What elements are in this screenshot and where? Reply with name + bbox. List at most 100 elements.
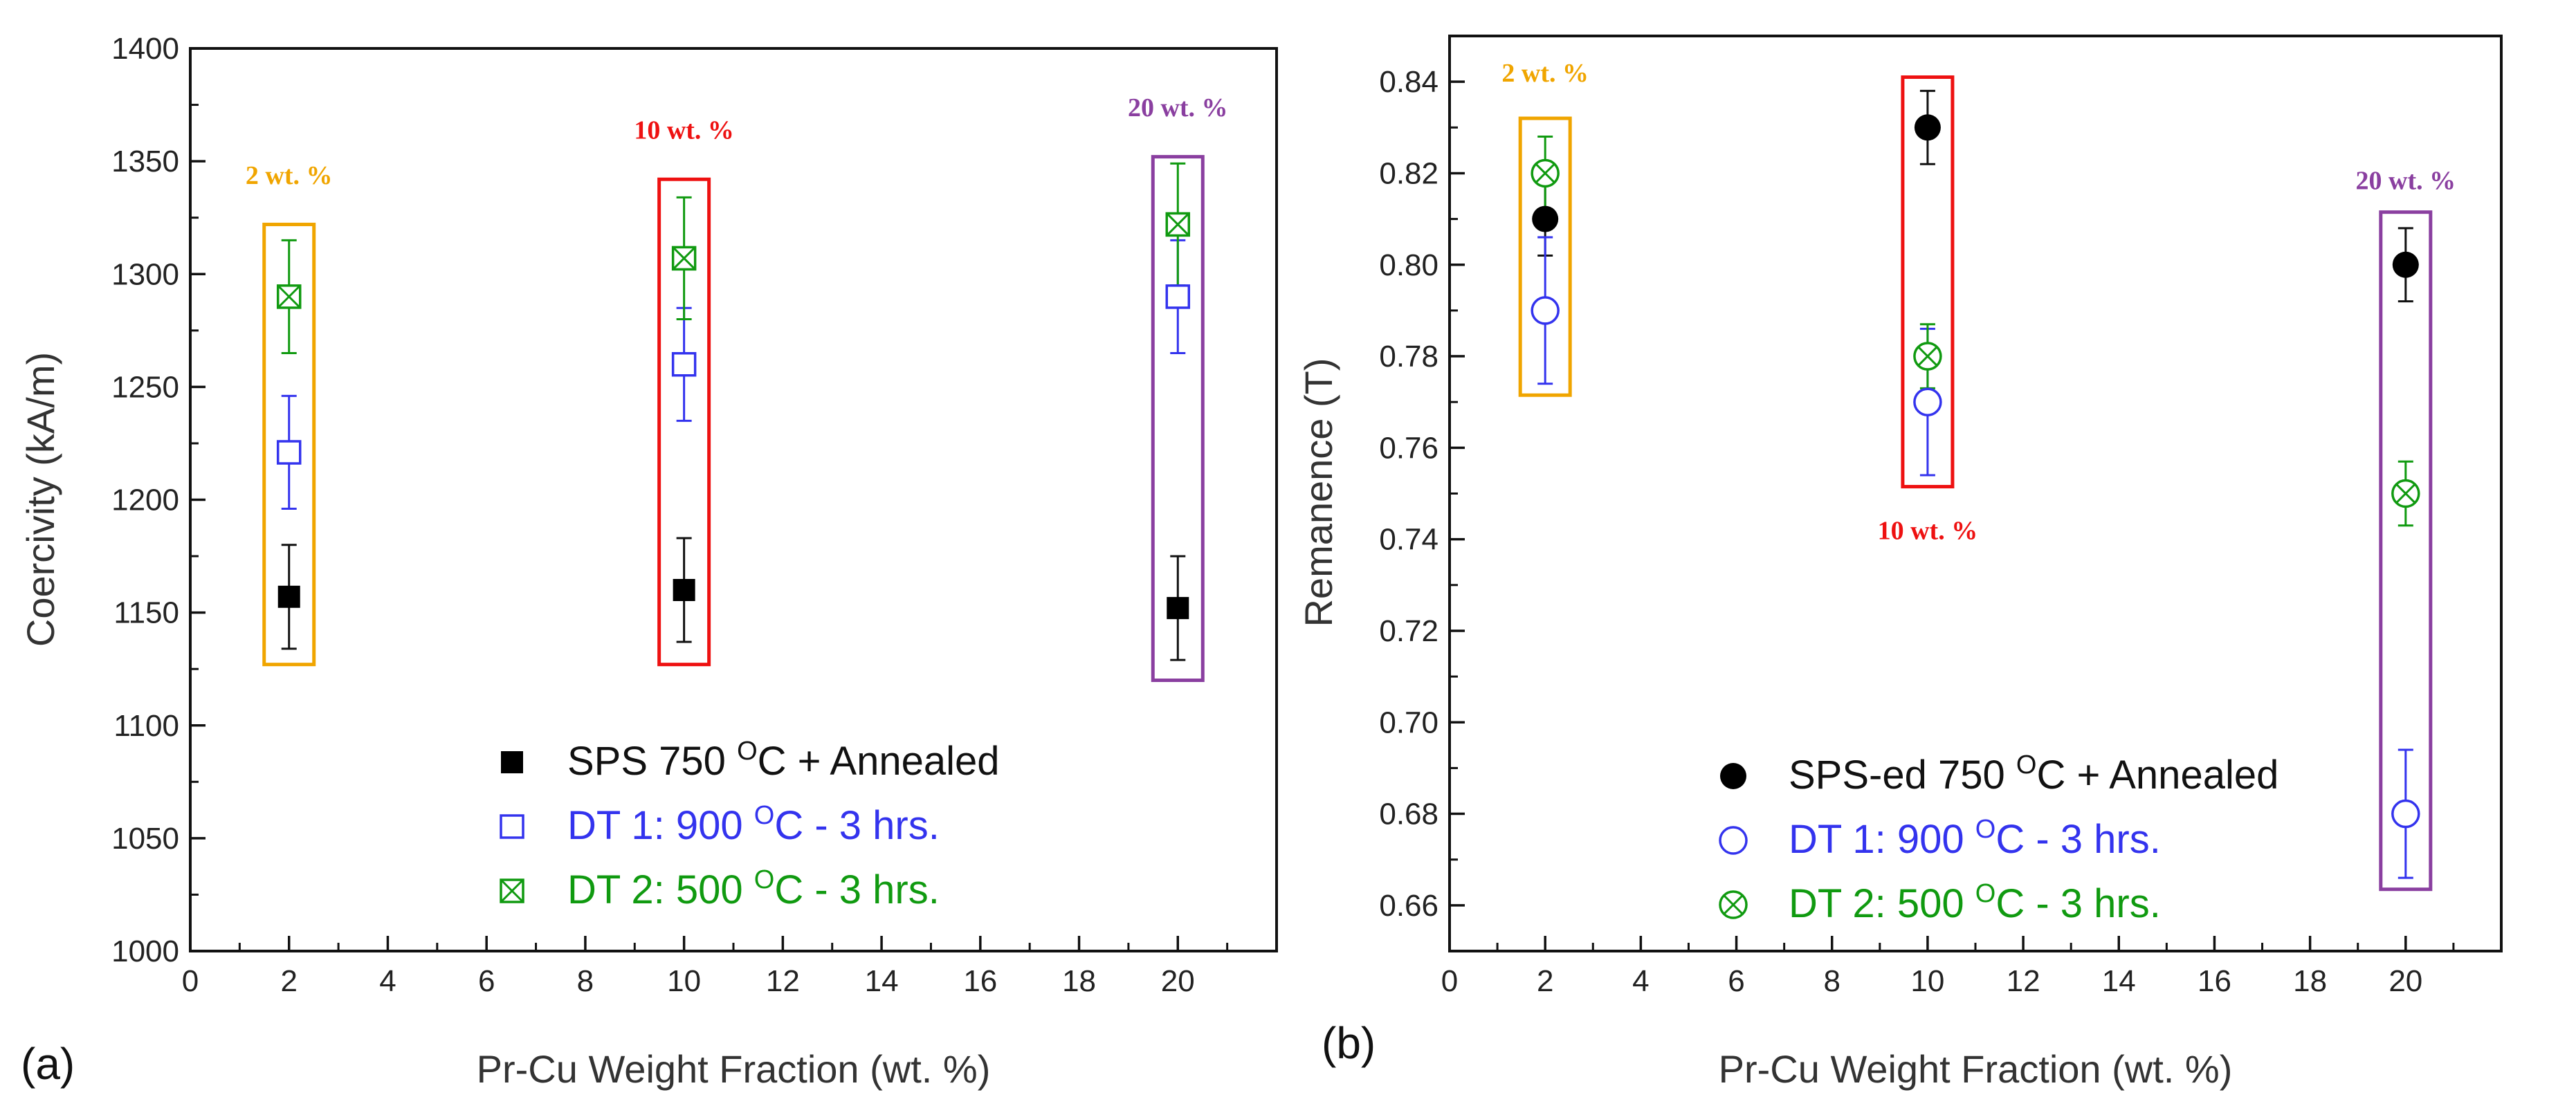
x-tick-label: 0 (1441, 964, 1458, 998)
x-tick-label: 8 (577, 964, 594, 998)
x-tick-label: 20 (1161, 964, 1195, 998)
legend-text: C - 3 hrs. (774, 867, 940, 912)
data-point (671, 352, 697, 377)
group-label: 20 wt. % (1128, 93, 1228, 122)
data-point-cross (2395, 483, 2416, 504)
data-point (2391, 799, 2420, 829)
legend-text: C - 3 hrs. (1995, 817, 2161, 862)
x-tick-label: 14 (2102, 964, 2136, 998)
x-tick-label: 18 (1062, 964, 1096, 998)
x-tick-label: 6 (478, 964, 495, 998)
group-box (657, 177, 711, 667)
chart-panel-a: 0 2 4 6 8 10 12 14 16 18 20 1000 1050 1100 1150 1200 125… (19, 32, 1278, 1091)
legend-superscript: O (754, 865, 775, 894)
y-axis-title: Coercivity (kA/m) (19, 352, 62, 647)
data-point-cross (1917, 346, 1938, 367)
legend-text: SPS 750 (567, 739, 737, 784)
x-tick-label: 14 (865, 964, 899, 998)
plot-frame (1448, 35, 2503, 952)
data-point-cross (1166, 212, 1190, 237)
x-tick-label: 16 (2198, 964, 2231, 998)
legend-text: C + Annealed (758, 739, 1000, 784)
data-point (1167, 597, 1189, 620)
y-tick-label: 1150 (113, 596, 179, 630)
x-tick-label: 12 (766, 964, 800, 998)
y-tick-label: 1300 (111, 257, 179, 291)
group-box (262, 222, 316, 667)
y-tick-label: 0.66 (1379, 889, 1438, 923)
group-box (1901, 75, 1955, 489)
y-tick-label: 0.78 (1379, 340, 1438, 374)
y-tick-label: 1200 (111, 483, 179, 517)
legend-text: C - 3 hrs. (1995, 881, 2161, 926)
x-tick-label: 0 (182, 964, 199, 998)
y-tick-label: 0.72 (1379, 614, 1438, 648)
legend-superscript: O (2016, 750, 2037, 780)
y-tick-label: 1350 (111, 145, 179, 178)
legend-superscript: O (754, 801, 775, 830)
y-tick-label: 1050 (111, 822, 179, 856)
legend-entry: DT 1: 900 OC - 3 hrs. (567, 801, 940, 848)
group-label: 10 wt. % (634, 116, 734, 145)
legend-text: C + Annealed (2036, 753, 2278, 798)
y-tick-label: 0.76 (1379, 431, 1438, 465)
data-point (1531, 296, 1560, 325)
group-box (1151, 155, 1205, 683)
y-tick-label: 0.70 (1379, 706, 1438, 739)
legend-marker (500, 814, 524, 839)
group-label: 2 wt. % (1501, 59, 1589, 88)
x-tick-label: 6 (1728, 964, 1744, 998)
y-tick-label: 0.68 (1379, 798, 1438, 831)
legend-entry: DT 2: 500 OC - 3 hrs. (567, 865, 940, 912)
legend-entry: DT 2: 500 OC - 3 hrs. (1789, 879, 2161, 926)
data-point (277, 585, 300, 608)
legend-marker (1719, 826, 1748, 855)
x-tick-label: 10 (667, 964, 701, 998)
group-label: 20 wt. % (2356, 167, 2456, 196)
legend-text: C - 3 hrs. (774, 803, 940, 848)
x-tick-label: 18 (2293, 964, 2327, 998)
legend-superscript: O (1975, 879, 1996, 908)
data-point (673, 579, 695, 601)
y-tick-label: 1100 (113, 709, 179, 743)
group-label: 10 wt. % (1878, 517, 1978, 546)
legend-text: SPS-ed 750 (1789, 753, 2016, 798)
data-point (2392, 251, 2419, 278)
legend-superscript: O (737, 737, 758, 766)
group-label: 2 wt. % (246, 161, 333, 190)
legend-text: DT 2: 500 (567, 867, 754, 912)
y-tick-label: 0.82 (1379, 156, 1438, 190)
panel-label: (a) (21, 1039, 75, 1089)
legend-marker (501, 751, 523, 773)
x-tick-label: 4 (379, 964, 396, 998)
legend-entry: DT 1: 900 OC - 3 hrs. (1789, 815, 2161, 862)
legend-marker (1720, 763, 1746, 789)
y-tick-label: 0.84 (1379, 65, 1438, 99)
y-axis-title: Remanence (T) (1297, 358, 1340, 627)
x-tick-label: 2 (1537, 964, 1553, 998)
legend-text: DT 2: 500 (1789, 881, 1975, 926)
data-point-cross (672, 246, 696, 270)
group-box (2379, 210, 2433, 892)
data-point (1165, 284, 1191, 309)
legend-superscript: O (1975, 815, 1996, 844)
data-point (276, 440, 302, 465)
data-point (1914, 114, 1941, 141)
x-axis-title: Pr-Cu Weight Fraction (wt. %) (477, 1047, 991, 1091)
y-tick-label: 1400 (111, 32, 179, 66)
panel-label: (b) (1322, 1018, 1376, 1068)
x-tick-label: 2 (280, 964, 297, 998)
legend-entry: SPS 750 OC + Annealed (567, 737, 1000, 784)
data-point (1532, 205, 1559, 232)
x-tick-label: 12 (2007, 964, 2040, 998)
legend-text: DT 1: 900 (567, 803, 754, 848)
y-tick-label: 0.80 (1379, 248, 1438, 282)
data-point-cross (1535, 163, 1555, 183)
group-box (1518, 116, 1572, 397)
x-tick-label: 4 (1632, 964, 1649, 998)
x-axis-title: Pr-Cu Weight Fraction (wt. %) (1719, 1047, 2233, 1091)
x-tick-label: 20 (2388, 964, 2422, 998)
y-tick-label: 1250 (111, 370, 179, 404)
x-tick-label: 10 (1910, 964, 1944, 998)
